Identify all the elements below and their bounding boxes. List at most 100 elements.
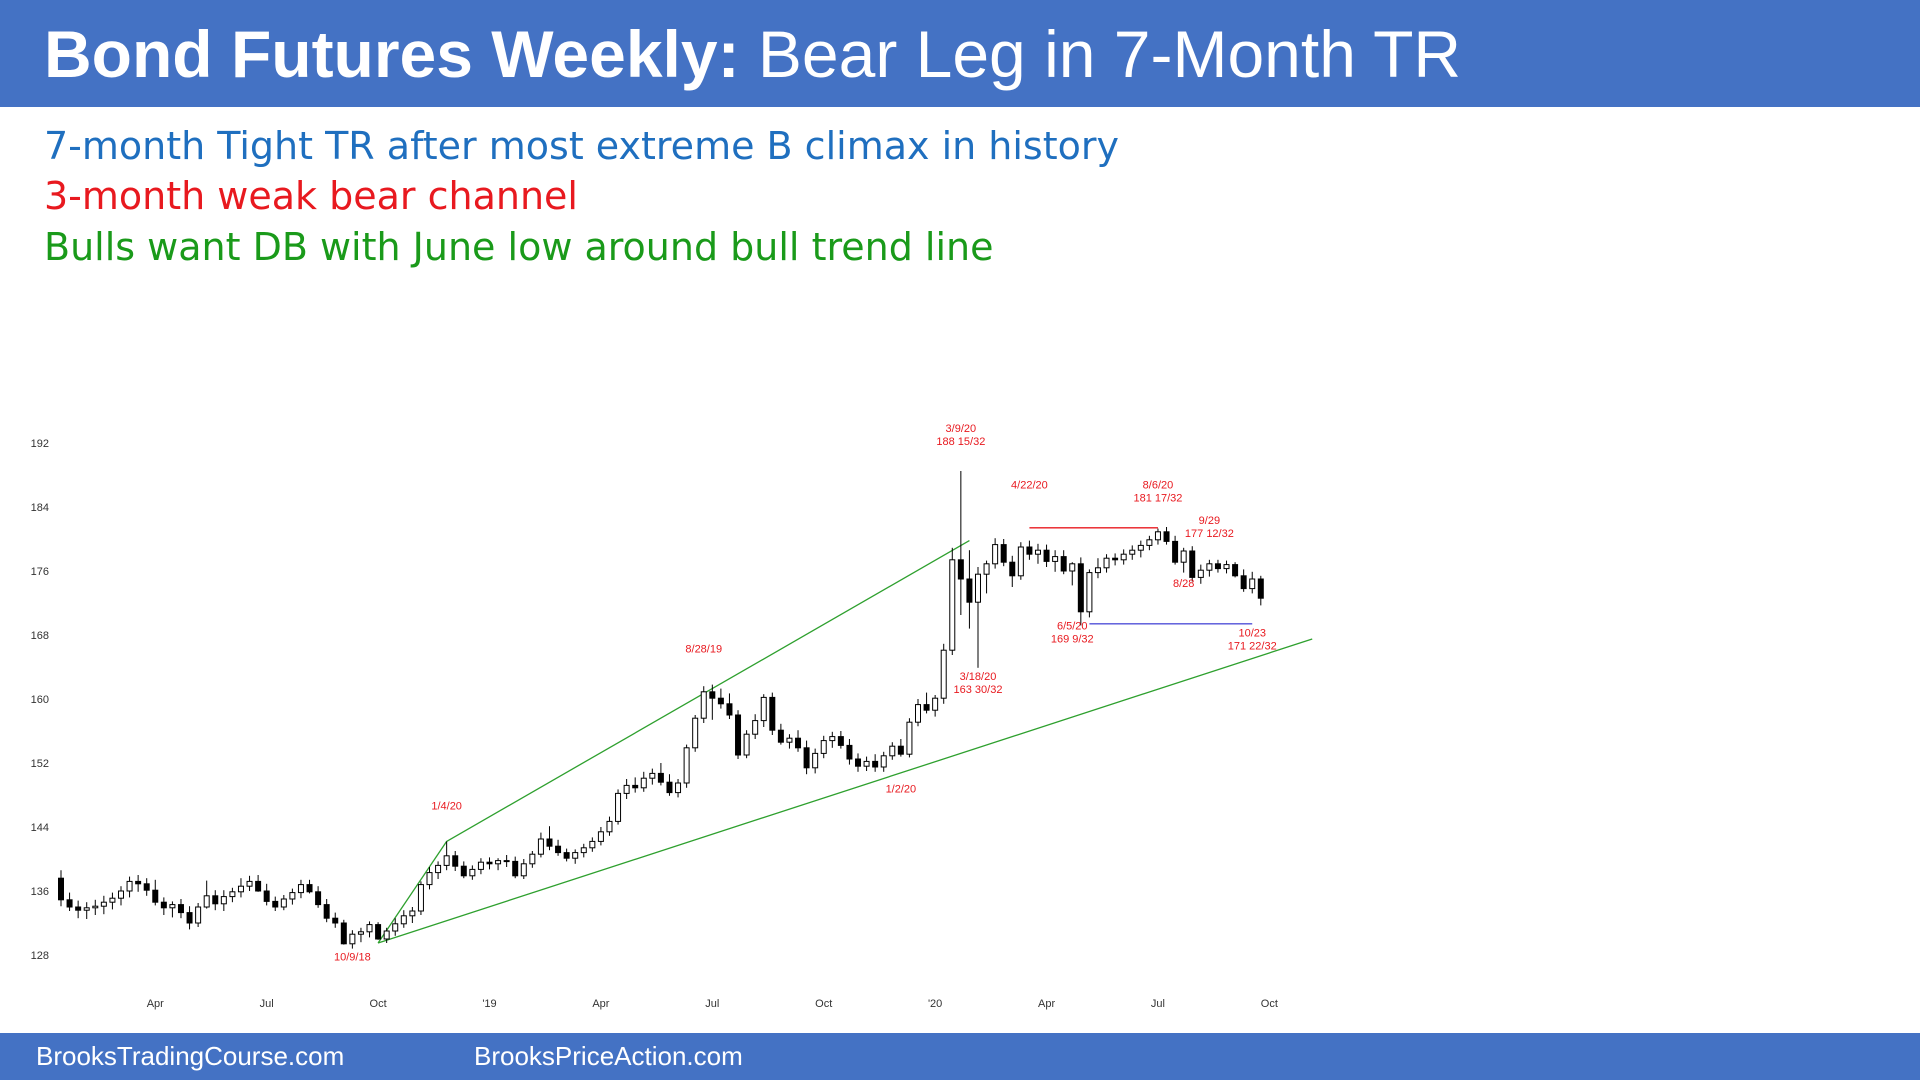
bear-candle [855, 758, 862, 767]
bear-candle [1026, 546, 1033, 555]
bear-candle [512, 860, 519, 877]
footer-link-trading-course[interactable]: BrooksTradingCourse.com [36, 1041, 345, 1071]
annotation-line: 163 30/32 [954, 684, 1003, 696]
bull-candle [906, 721, 913, 755]
x-tick-label: Oct [815, 998, 832, 1010]
bear-candle [212, 895, 219, 905]
x-tick-label: Jul [260, 998, 274, 1010]
y-tick-label: 152 [31, 758, 49, 770]
note-bear-channel: 3-month weak bear channel [44, 174, 578, 218]
bear-candle [177, 904, 184, 914]
annotation-line: 1/2/20 [886, 784, 917, 796]
bear-candle [486, 861, 493, 865]
note-bulls-db: Bulls want DB with June low around bull … [44, 225, 994, 269]
y-tick-label: 136 [31, 886, 49, 898]
bear-candle [872, 760, 879, 768]
bear-candle [1163, 531, 1170, 542]
annotation-line: 181 17/32 [1133, 493, 1182, 505]
bear-candle [1189, 550, 1196, 578]
bull-candle [1017, 546, 1024, 577]
bull-candle [1103, 557, 1110, 569]
bull-candle [1129, 549, 1136, 555]
bull-candle [220, 896, 227, 905]
bear-candle [58, 877, 64, 901]
bear-candle [717, 697, 724, 705]
bear-candle [452, 855, 459, 867]
footer-bar: BrooksTradingCourse.com BrooksPriceActio… [0, 1033, 1920, 1080]
bull-candle [1223, 564, 1230, 570]
x-tick-label: '20 [928, 998, 942, 1010]
bull-candle [649, 772, 656, 779]
bull-candle [1069, 563, 1076, 572]
bear-candle [323, 904, 330, 919]
bull-candle [1249, 578, 1256, 590]
bear-candle [1000, 544, 1007, 563]
bull-candle [786, 737, 793, 743]
annotation-label: 3/18/20 163 30/32 [954, 671, 1003, 696]
bull-candle [915, 704, 921, 723]
bull-candle [357, 931, 364, 935]
x-tick-label: Jul [1151, 998, 1165, 1010]
y-tick-label: 192 [31, 438, 49, 450]
bull-candle [700, 691, 707, 719]
bull-candle [932, 697, 939, 711]
annotation-label: 10/9/18 [334, 952, 371, 964]
annotation-line: 171 22/32 [1228, 641, 1277, 653]
bull-candle [477, 861, 484, 870]
bear-candle [966, 578, 973, 603]
bear-candle [340, 922, 347, 945]
bull-candle [623, 784, 630, 794]
x-tick-label: Jul [705, 998, 719, 1010]
y-tick-label: 128 [31, 950, 49, 962]
bull-candle [683, 747, 690, 784]
bear-candle [315, 891, 322, 906]
bull-candle [1206, 563, 1213, 571]
chart-lines [377, 527, 1313, 944]
bull-candle [469, 868, 476, 877]
bear-candle [186, 912, 193, 924]
bear-candle [1043, 549, 1050, 562]
bull-candle [940, 649, 947, 699]
bull-candle [949, 559, 956, 651]
bear-candle [263, 890, 270, 902]
bear-candle [160, 901, 167, 909]
bull-candle [829, 736, 836, 742]
bull-candle [237, 885, 244, 893]
bear-candle [846, 744, 853, 760]
bear-candle [272, 900, 279, 908]
annotation-label: 3/9/20 188 15/32 [936, 423, 985, 448]
bull-candle [760, 696, 767, 722]
footer-link-price-action[interactable]: BrooksPriceAction.com [474, 1041, 743, 1071]
bull-candle [743, 733, 750, 756]
bull-candle [383, 930, 390, 940]
bull-candle [812, 752, 819, 769]
bear-candle [735, 714, 742, 756]
chart-annotations: 10/9/18 1/4/20 8/28/19 1/2/20 3/9/20 188 15/3… [334, 423, 1277, 964]
annotation-label: 10/23 171 22/32 [1228, 628, 1277, 653]
bull-candle [417, 884, 424, 912]
bull-candle [572, 852, 579, 859]
bull-candle [495, 860, 502, 865]
bull-candle [289, 892, 296, 900]
bull-candle [880, 755, 887, 768]
weekly-candlestick-chart: 128 136 144 152 160 168 176 184 192 Apr Jul Oct '19… [31, 423, 1313, 1010]
bear-candle [75, 906, 82, 911]
bear-candle [923, 704, 930, 711]
annotation-line: 8/28/19 [685, 644, 722, 656]
bear-candle [666, 781, 673, 794]
bull-candle [1137, 544, 1144, 551]
x-tick-label: Oct [1261, 998, 1278, 1010]
bear-candle [563, 852, 570, 859]
annotation-line: 8/6/20 [1143, 480, 1174, 492]
bear-candle [555, 845, 562, 854]
bear-candle [1257, 578, 1264, 599]
bull-candle [606, 820, 613, 833]
bull-candle [246, 880, 253, 887]
x-tick-label: Oct [370, 998, 387, 1010]
bull-candle [589, 840, 596, 849]
bull-candle [169, 904, 176, 909]
title-rest: Bear Leg in 7-Month TR [757, 17, 1462, 91]
bull-candle [580, 847, 587, 854]
annotation-line: 10/23 [1238, 628, 1266, 640]
bull-candle [426, 872, 433, 886]
